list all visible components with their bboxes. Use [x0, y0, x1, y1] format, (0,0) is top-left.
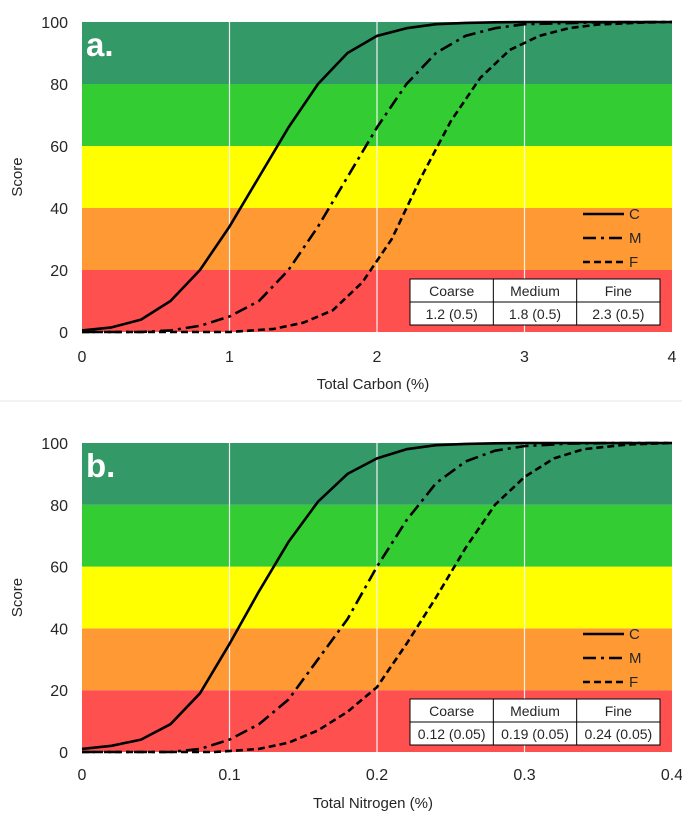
parameter-table: Coarse Medium Fine 1.2 (0.5) 1.8 (0.5) 2.3 (0…: [409, 278, 661, 326]
legend-label: F: [629, 674, 638, 691]
x-tick-label: 0.2: [366, 767, 388, 784]
table-value-cell: 2.3 (0.5): [592, 306, 644, 322]
legend-label: C: [629, 206, 640, 223]
table-value-cell: 0.12 (0.05): [418, 726, 486, 742]
legend: CMF: [583, 206, 642, 271]
y-tick-label: 100: [41, 15, 68, 32]
x-tick-label: 0.3: [513, 767, 535, 784]
y-tick-label: 0: [59, 325, 68, 342]
x-tick-label: 0.4: [661, 767, 682, 784]
x-tick-label: 1: [225, 349, 234, 366]
y-tick-label: 20: [50, 263, 68, 280]
legend-label: M: [629, 230, 642, 247]
y-tick-label: 40: [50, 621, 68, 638]
y-tick-label: 60: [50, 139, 68, 156]
y-tick-label: 0: [59, 745, 68, 762]
series-line-c: [81, 441, 672, 751]
y-tick-label: 80: [50, 498, 68, 515]
series-line-f: [82, 441, 673, 754]
y-axis-title: Score: [9, 578, 26, 617]
y-tick-label: 100: [41, 436, 68, 453]
x-tick-label: 4: [668, 349, 677, 366]
x-tick-label: 0: [78, 767, 87, 784]
table-header-cell: Medium: [510, 703, 560, 719]
panel-label: b.: [86, 447, 115, 484]
table-value-cell: 0.19 (0.05): [501, 726, 569, 742]
y-tick-label: 40: [50, 201, 68, 218]
chart-panel-b: 0 0.1 0.2 0.3 0.4 0 20 40 60 80 100 Total Nitrogen …: [9, 436, 682, 812]
x-tick-label: 2: [373, 349, 382, 366]
series-line-m: [82, 20, 673, 334]
y-axis-title: Score: [9, 157, 26, 196]
x-tick-label: 3: [520, 349, 529, 366]
legend-label: C: [629, 626, 640, 643]
x-tick-label: 0: [78, 349, 87, 366]
panel-label: a.: [86, 26, 114, 63]
series-line-f: [82, 20, 673, 334]
table-value-cell: 1.8 (0.5): [509, 306, 561, 322]
legend-label: F: [629, 254, 638, 271]
x-axis-title: Total Carbon (%): [317, 376, 430, 393]
y-tick-label: 60: [50, 560, 68, 577]
x-axis-title: Total Nitrogen (%): [313, 795, 433, 812]
series-line-m: [82, 441, 672, 754]
y-tick-label: 20: [50, 683, 68, 700]
table-header-cell: Medium: [510, 283, 560, 299]
legend-label: M: [629, 650, 642, 667]
table-header-cell: Coarse: [429, 703, 474, 719]
table-value-cell: 0.24 (0.05): [584, 726, 652, 742]
table-header-cell: Fine: [605, 283, 632, 299]
y-tick-label: 80: [50, 77, 68, 94]
legend: CMF: [583, 626, 642, 691]
x-tick-label: 0.1: [218, 767, 240, 784]
parameter-table: Coarse Medium Fine 0.12 (0.05) 0.19 (0.05) 0.…: [409, 698, 661, 746]
table-header-cell: Fine: [605, 703, 632, 719]
table-value-cell: 1.2 (0.5): [426, 306, 478, 322]
series-line-c: [81, 20, 672, 332]
table-header-cell: Coarse: [429, 283, 474, 299]
